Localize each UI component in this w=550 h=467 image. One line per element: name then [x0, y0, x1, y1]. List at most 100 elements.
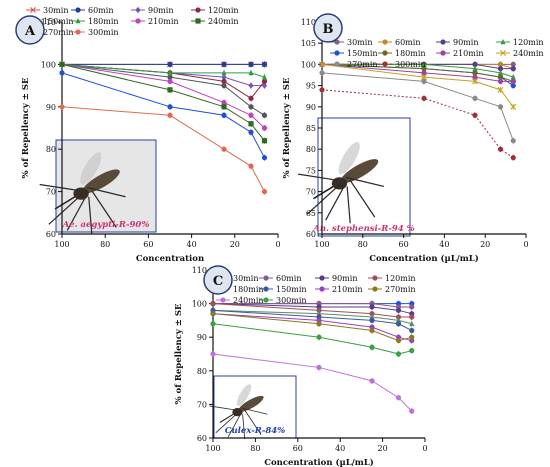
- y-tick-label: 70: [306, 188, 316, 197]
- data-point: [497, 78, 504, 84]
- y-tick-label: 80: [46, 145, 56, 154]
- inset-caption: An. stephensi-R-94 %: [312, 224, 415, 234]
- panel-label-circle: [15, 15, 45, 45]
- series-240min: [319, 61, 517, 110]
- data-point: [248, 61, 254, 67]
- series-line: [212, 303, 412, 318]
- data-point: [319, 286, 325, 292]
- data-point: [500, 50, 506, 56]
- data-point: [316, 334, 322, 340]
- legend-item: 180min: [378, 49, 426, 58]
- mosquito-proboscis: [219, 413, 234, 423]
- y-tick-label: 60: [197, 434, 207, 443]
- inset-caption: Culex-R-84%: [225, 426, 286, 436]
- data-point: [221, 83, 227, 89]
- data-point: [316, 364, 322, 371]
- data-point: [472, 74, 478, 80]
- data-point: [261, 155, 268, 161]
- legend-label: 60min: [276, 274, 301, 283]
- data-point: [167, 87, 173, 93]
- y-tick-label: 100: [301, 60, 316, 69]
- legend-label: 180min: [395, 49, 426, 58]
- y-tick-label: 70: [197, 400, 207, 409]
- data-point: [195, 7, 201, 13]
- mosquito-proboscis: [312, 185, 334, 200]
- legend-label: 60min: [395, 38, 420, 47]
- data-point: [421, 61, 427, 67]
- x-axis-label: Concentration: [136, 254, 204, 264]
- x-tick-label: 0: [422, 444, 427, 453]
- mosquito-wing: [236, 384, 252, 407]
- series-line: [61, 63, 265, 78]
- legend-item: 270min: [368, 285, 416, 294]
- data-point: [497, 104, 504, 110]
- legend-item: 150min: [259, 285, 307, 294]
- data-point: [497, 69, 504, 76]
- data-point: [472, 61, 478, 67]
- mosquito-icon: [297, 141, 385, 224]
- legend-item: 210min: [131, 17, 179, 26]
- inset-caption: Ae. aegypti-R-90%: [62, 220, 150, 230]
- data-point: [395, 317, 402, 323]
- legend-item: 60min: [71, 6, 113, 15]
- legend-label: 150min: [347, 49, 378, 58]
- legend: 30min 60min 90min 120min 150min 180min 210min 2…: [330, 38, 544, 69]
- y-tick-label: 75: [306, 166, 316, 175]
- legend-item: 300min: [378, 60, 426, 69]
- data-point: [510, 83, 516, 89]
- data-point: [369, 314, 375, 320]
- x-tick-label: 100: [54, 240, 69, 249]
- data-point: [510, 74, 516, 80]
- data-point: [221, 61, 227, 67]
- mosquito-leg: [215, 411, 239, 434]
- data-point: [319, 70, 325, 76]
- data-point: [409, 314, 415, 320]
- x-tick-label: 100: [205, 444, 220, 453]
- legend-item: 210min: [436, 49, 484, 58]
- legend-label: 300min: [276, 296, 307, 305]
- y-tick-label: 90: [46, 103, 56, 112]
- data-point: [382, 39, 388, 45]
- legend-label: 30min: [233, 274, 258, 283]
- y-tick-label: 100: [192, 300, 207, 309]
- mosquito-leg: [244, 409, 262, 436]
- legend-label: 90min: [148, 6, 173, 15]
- data-point: [221, 78, 227, 84]
- x-tick-label: 80: [100, 240, 110, 249]
- legend: 30min 60min 90min 120min 150min 180min 210min 2…: [26, 6, 239, 37]
- data-point: [167, 69, 173, 76]
- data-point: [30, 7, 36, 13]
- data-point: [59, 61, 65, 67]
- series-line: [212, 323, 412, 355]
- data-point: [261, 138, 268, 144]
- data-point: [472, 95, 478, 101]
- data-point: [261, 82, 268, 89]
- series-240min: [59, 61, 268, 144]
- x-tick-label: 80: [250, 444, 260, 453]
- data-point: [510, 138, 516, 144]
- data-point: [167, 74, 173, 80]
- data-point: [510, 103, 517, 110]
- legend-label: 240min: [513, 49, 544, 58]
- data-point: [409, 327, 415, 334]
- data-point: [210, 351, 216, 357]
- legend-label: 300min: [88, 28, 119, 37]
- data-point: [59, 70, 65, 76]
- legend-item: 120min: [496, 38, 544, 47]
- mosquito-leg: [297, 173, 339, 181]
- panel-label: C: [203, 265, 233, 295]
- mosquito-leg: [227, 414, 241, 438]
- legend-item: 240min: [191, 17, 239, 26]
- data-point: [409, 320, 415, 326]
- data-point: [472, 65, 478, 71]
- legend-label: 150min: [276, 285, 307, 294]
- data-point: [382, 61, 388, 67]
- data-point: [369, 311, 375, 317]
- mosquito-icon: [39, 152, 126, 234]
- mosquito-icon: [209, 384, 268, 440]
- y-tick-label: 105: [301, 39, 316, 48]
- x-tick-label: 40: [335, 444, 345, 453]
- panel-label-text: B: [323, 22, 334, 37]
- legend-label: 30min: [43, 6, 68, 15]
- data-point: [135, 18, 141, 24]
